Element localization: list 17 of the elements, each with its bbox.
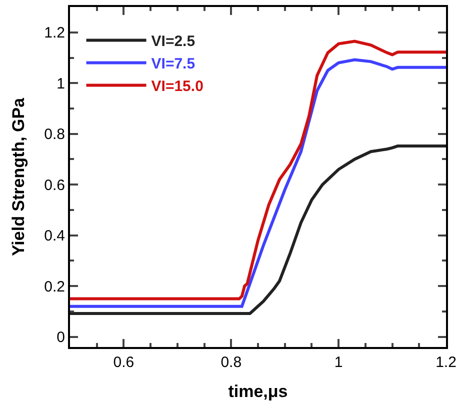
y-tick-label: 0 bbox=[56, 329, 65, 346]
y-tick-label: 0.2 bbox=[44, 278, 65, 296]
y-tick-label: 0.4 bbox=[44, 228, 65, 245]
legend-label: VI=15.0 bbox=[151, 78, 204, 96]
y-tick-label: 1 bbox=[56, 75, 65, 92]
y-axis-title: Yield Strength, GPa bbox=[9, 97, 28, 256]
legend-label: VI=2.5 bbox=[151, 33, 196, 50]
x-axis-title: time,μs bbox=[228, 382, 288, 401]
x-tick-label: 1.2 bbox=[436, 354, 456, 371]
x-tick-label: 0.6 bbox=[113, 354, 134, 371]
y-tick-label: 0.6 bbox=[44, 176, 65, 194]
y-tick-label: 0.8 bbox=[44, 126, 65, 144]
x-tick-label: 1 bbox=[334, 354, 343, 371]
x-tick-label: 0.8 bbox=[220, 354, 242, 371]
legend-label: VI=7.5 bbox=[151, 56, 196, 73]
y-tick-label: 1.2 bbox=[44, 24, 65, 42]
line-series bbox=[70, 144, 446, 316]
